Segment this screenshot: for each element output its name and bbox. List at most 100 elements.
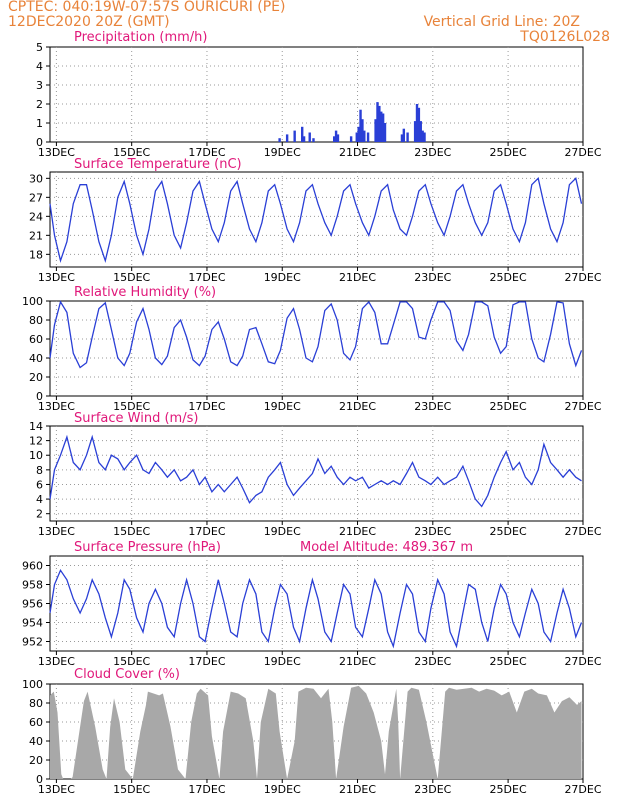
cloud-xtick-label: 27DEC <box>564 783 601 796</box>
precip-bar <box>374 119 377 142</box>
precip-bar <box>378 105 381 142</box>
precip-bar <box>308 132 311 142</box>
cloud-xtick-label: 15DEC <box>113 783 150 796</box>
precip-bar <box>336 134 340 142</box>
humidity-ytick-label: 100 <box>22 295 43 308</box>
temperature-xtick-label: 23DEC <box>414 271 451 284</box>
humidity-ytick-label: 60 <box>29 333 43 346</box>
pressure-frame <box>49 555 584 652</box>
precip-bar <box>278 138 281 142</box>
precip-bar <box>349 136 353 142</box>
cloud-area <box>50 685 582 779</box>
temperature-title: Surface Temperature (nC) <box>74 157 242 172</box>
cloud-xtick-label: 21DEC <box>339 783 376 796</box>
vertical-grid-note: Vertical Grid Line: 20Z <box>423 14 580 30</box>
humidity-xtick-label: 19DEC <box>264 400 301 413</box>
temperature-ytick-label: 27 <box>29 191 43 204</box>
wind-xtick-label: 19DEC <box>264 525 301 538</box>
cloud-title: Cloud Cover (%) <box>74 667 180 682</box>
precip-bar <box>361 119 364 142</box>
precip-bar <box>376 102 379 142</box>
precip-xtick-label: 21DEC <box>339 146 376 159</box>
precip-ytick-label: 0 <box>36 136 43 149</box>
precip-bar <box>334 130 338 142</box>
precip-ytick-label: 1 <box>36 117 43 130</box>
wind-ytick-label: 4 <box>36 493 43 506</box>
wind-series-line <box>49 434 582 508</box>
humidity-ytick-label: 80 <box>29 314 43 327</box>
wind-ytick-label: 14 <box>29 420 43 433</box>
precip-bar <box>383 123 387 142</box>
precip-bar <box>357 126 360 142</box>
humidity-xtick-label: 17DEC <box>188 400 225 413</box>
wind-ytick-label: 2 <box>36 508 43 521</box>
precip-xtick-label: 13DEC <box>38 146 75 159</box>
pressure-title: Surface Pressure (hPa) <box>74 540 221 555</box>
humidity-series-line <box>49 300 583 369</box>
precip-bar <box>312 138 315 142</box>
wind-ytick-label: 10 <box>29 449 43 462</box>
temperature-xtick-label: 21DEC <box>339 271 376 284</box>
wind-xtick-label: 25DEC <box>490 525 527 538</box>
pressure-ytick-label: 952 <box>22 636 43 649</box>
wind-xtick-label: 27DEC <box>564 525 601 538</box>
precip-bar <box>402 128 406 142</box>
precip-bar <box>302 136 306 142</box>
precip-bar <box>355 132 358 142</box>
precip-bar <box>293 130 296 142</box>
wind-ytick-label: 12 <box>29 435 43 448</box>
precip-bar <box>285 134 289 142</box>
pressure-ytick-label: 954 <box>22 617 43 630</box>
cloud-ytick-label: 20 <box>29 754 43 767</box>
precip-ytick-label: 3 <box>36 79 43 92</box>
humidity-ytick-label: 20 <box>29 371 43 384</box>
precip-bar <box>415 104 419 142</box>
cloud-ytick-label: 60 <box>29 716 43 729</box>
pressure-xtick-label: 17DEC <box>188 655 225 668</box>
precip-xtick-label: 27DEC <box>564 146 601 159</box>
precip-bar <box>366 132 370 142</box>
temperature-xtick-label: 27DEC <box>564 271 601 284</box>
cloud-ytick-label: 100 <box>22 678 43 691</box>
temperature-series-line <box>49 177 583 264</box>
pressure-ytick-label: 956 <box>22 598 43 611</box>
precip-ytick-label: 2 <box>36 98 43 111</box>
cloud-xtick-label: 17DEC <box>188 783 225 796</box>
precip-xtick-label: 15DEC <box>113 146 150 159</box>
precip-frame <box>49 46 584 143</box>
precip-bar <box>300 126 304 142</box>
pressure-xtick-label: 15DEC <box>113 655 150 668</box>
precip-bar <box>419 121 422 142</box>
wind-frame <box>49 425 584 522</box>
precip-bar <box>381 113 385 142</box>
station-header: CPTEC: 040:19W-07:57S OURICURI (PE) <box>8 0 286 15</box>
humidity-xtick-label: 27DEC <box>564 400 601 413</box>
pressure-xtick-label: 13DEC <box>38 655 75 668</box>
pressure-xtick-label: 27DEC <box>564 655 601 668</box>
pressure-xtick-label: 23DEC <box>414 655 451 668</box>
run-time-header: 12DEC2020 20Z (GMT) <box>8 14 170 30</box>
cloud-xtick-label: 13DEC <box>38 783 75 796</box>
temperature-xtick-label: 13DEC <box>38 271 75 284</box>
cloud-ytick-label: 80 <box>29 697 43 710</box>
precip-xtick-label: 17DEC <box>188 146 225 159</box>
wind-xtick-label: 23DEC <box>414 525 451 538</box>
precip-bar <box>417 107 421 142</box>
cloud-xtick-label: 25DEC <box>490 783 527 796</box>
precip-xtick-label: 25DEC <box>490 146 527 159</box>
wind-xtick-label: 15DEC <box>113 525 150 538</box>
humidity-ytick-label: 0 <box>36 390 43 403</box>
temperature-xtick-label: 19DEC <box>264 271 301 284</box>
precip-xtick-label: 23DEC <box>414 146 451 159</box>
precip-title: Precipitation (mm/h) <box>74 30 207 45</box>
temperature-ytick-label: 18 <box>29 248 43 261</box>
precip-xtick-label: 19DEC <box>264 146 301 159</box>
temperature-ytick-label: 24 <box>29 210 43 223</box>
wind-xtick-label: 21DEC <box>339 525 376 538</box>
precip-bar <box>363 130 366 142</box>
pressure-xtick-label: 19DEC <box>264 655 301 668</box>
model-id: TQ0126L028 <box>520 29 610 45</box>
cloud-ytick-label: 40 <box>29 735 43 748</box>
precip-bar <box>332 136 336 142</box>
